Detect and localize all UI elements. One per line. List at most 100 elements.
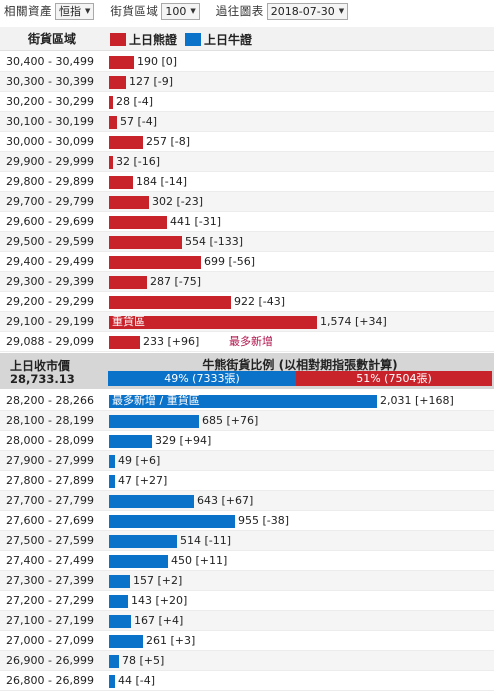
bar-value-label: 78 [+5] [122,654,165,667]
bear-bar [109,176,133,189]
bear-bar [109,316,317,329]
bull-bar [109,455,115,468]
bar-value-label: 143 [+20] [131,594,188,607]
table-row: 28,200 - 28,266 最多新增 / 重貨區 2,031 [+168] [0,391,494,411]
row-range: 27,000 - 27,099 [6,634,94,647]
row-range: 30,000 - 30,099 [6,135,94,148]
bull-bar [109,415,199,428]
bear-bar [109,276,147,289]
bar-value-label: 57 [-4] [120,115,158,128]
bar-value-label: 685 [+76] [202,414,259,427]
table-row: 27,900 - 27,999 49 [+6] [0,451,494,471]
bar-value-label: 28 [-4] [116,95,154,108]
table-row: 26,800 - 26,899 44 [-4] [0,671,494,691]
chevron-down-icon: ▼ [338,7,345,15]
bar-value-label: 167 [+4] [134,614,184,627]
bull-bar [109,655,119,668]
bar-value-label: 1,574 [+34] [320,315,387,328]
bear-bar [109,296,231,309]
table-row: 27,000 - 27,099 261 [+3] [0,631,494,651]
bull-bar [109,535,177,548]
table-row: 26,900 - 26,999 78 [+5] [0,651,494,671]
bull-bar [109,435,152,448]
table-row: 27,500 - 27,599 514 [-11] [0,531,494,551]
bull-bar [109,595,128,608]
ratio-bar: 49% (7333張) 51% (7504張) [108,371,492,386]
row-range: 26,900 - 26,999 [6,654,94,667]
bar-value-label: 261 [+3] [146,634,196,647]
table-row: 29,600 - 29,699 441 [-31] [0,212,494,232]
bar-value-label: 184 [-14] [136,175,188,188]
close-price-value: 28,733.13 [10,372,75,386]
row-range: 28,200 - 28,266 [6,394,94,407]
bull-bar [109,475,115,488]
table-header: 街貨區域 上日熊證 上日牛證 [0,27,494,51]
bear-bar [109,96,113,109]
row-range: 29,100 - 29,199 [6,315,94,328]
bar-value-label: 699 [-56] [204,255,256,268]
row-range: 27,200 - 27,299 [6,594,94,607]
table-row: 27,300 - 27,399 157 [+2] [0,571,494,591]
bull-bar [109,555,168,568]
row-range: 27,300 - 27,399 [6,574,94,587]
bar-inline-label: 最多新增 / 重貨區 [112,394,200,407]
bear-bar [109,236,182,249]
bull-swatch-icon [185,32,202,46]
bear-swatch-icon [110,32,126,46]
ratio-bull-segment: 49% (7333張) [108,371,296,386]
bear-bar [109,156,113,169]
table-row: 27,700 - 27,799 643 [+67] [0,491,494,511]
bull-bar [109,675,115,688]
bear-bar [109,76,126,89]
bull-bar [109,635,143,648]
row-note: 最多新增 [229,335,273,348]
bar-value-label: 233 [+96] [143,335,200,348]
row-range: 30,400 - 30,499 [6,55,94,68]
range-column-header: 街貨區域 [27,32,76,46]
legend-bear-label: 上日熊證 [129,32,178,47]
table-row: 29,800 - 29,899 184 [-14] [0,172,494,192]
past-chart-label: 過往圖表 [215,4,264,18]
asset-select[interactable]: 恒指 ▼ [55,2,95,20]
row-range: 29,700 - 29,799 [6,195,94,208]
table-row: 27,400 - 27,499 450 [+11] [0,551,494,571]
table-row: 30,400 - 30,499 190 [0] [0,52,494,72]
row-range: 30,200 - 30,299 [6,95,94,108]
past-chart-select-value: 2018-07-30 [270,4,335,18]
bar-value-label: 302 [-23] [152,195,204,208]
bar-value-label: 190 [0] [137,55,178,68]
row-range: 27,500 - 27,599 [6,534,94,547]
bar-value-label: 514 [-11] [180,534,232,547]
row-range: 30,100 - 30,199 [6,115,94,128]
bar-value-label: 157 [+2] [133,574,183,587]
table-row: 27,100 - 27,199 167 [+4] [0,611,494,631]
row-range: 27,900 - 27,999 [6,454,94,467]
close-price-label: 上日收市價 [10,359,71,373]
ratio-bear-segment: 51% (7504張) [296,371,492,386]
row-range: 29,900 - 29,999 [6,155,94,168]
range-select[interactable]: 100 ▼ [161,2,200,20]
table-row: 29,200 - 29,299 922 [-43] [0,292,494,312]
chevron-down-icon: ▼ [190,7,196,15]
table-row: 30,200 - 30,299 28 [-4] [0,92,494,112]
table-row: 28,100 - 28,199 685 [+76] [0,411,494,431]
ratio-title: 牛熊街貨比例 (以相對期指張數計算) [202,358,398,372]
row-range: 26,800 - 26,899 [6,674,94,687]
bar-value-label: 127 [-9] [129,75,174,88]
table-row: 29,400 - 29,499 699 [-56] [0,252,494,272]
bar-value-label: 441 [-31] [170,215,222,228]
bear-bar [109,116,117,129]
ratio-section: 上日收市價 28,733.13 牛熊街貨比例 (以相對期指張數計算) 49% (… [0,353,494,389]
bar-value-label: 287 [-75] [150,275,202,288]
bar-value-label: 329 [+94] [155,434,212,447]
bear-bar [109,216,167,229]
bar-inline-label: 重貨區 [112,315,145,328]
asset-label: 相關資產 [4,4,52,18]
bar-value-label: 47 [+27] [118,474,168,487]
row-range: 29,088 - 29,099 [6,335,94,348]
table-row: 29,500 - 29,599 554 [-133] [0,232,494,252]
bull-bar [109,575,130,588]
table-row: 27,200 - 27,299 143 [+20] [0,591,494,611]
bull-bar [109,515,235,528]
past-chart-select[interactable]: 2018-07-30 ▼ [266,2,349,20]
